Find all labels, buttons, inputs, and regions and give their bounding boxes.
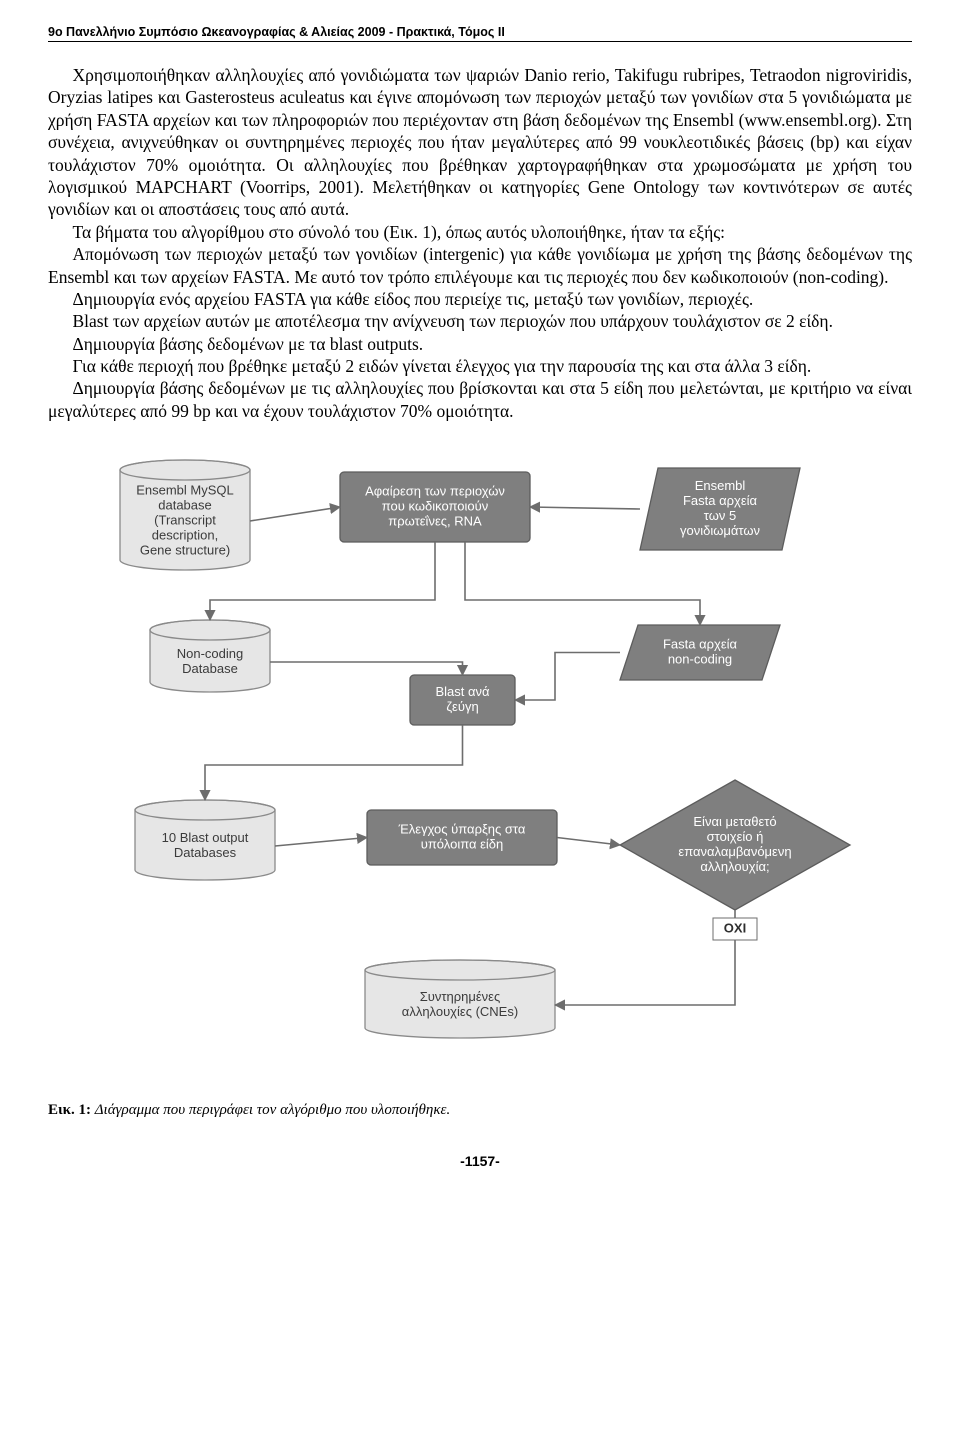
paragraph: Χρησιμοποιήθηκαν αλληλουχίες από γονιδιώ… [48, 64, 912, 221]
paragraph: Για κάθε περιοχή που βρέθηκε μεταξύ 2 ει… [48, 355, 912, 377]
svg-text:των 5: των 5 [704, 508, 736, 523]
paragraph: Τα βήματα του αλγορίθμου στο σύνολό του … [48, 221, 912, 243]
figure-caption-text: Διάγραμμα που περιγράφει τον αλγόριθμο π… [95, 1102, 450, 1118]
figure-flowchart: Ensembl MySQLdatabase(Transcriptdescript… [48, 450, 912, 1090]
svg-text:OXI: OXI [724, 921, 746, 936]
svg-text:Databases: Databases [174, 845, 237, 860]
page-number: -1157- [48, 1153, 912, 1169]
paragraph: Blast των αρχείων αυτών με αποτέλεσμα τη… [48, 310, 912, 332]
svg-text:επαναλαμβανόμενη: επαναλαμβανόμενη [678, 844, 791, 859]
svg-text:Gene structure): Gene structure) [140, 543, 230, 558]
svg-text:αλληλουχία;: αλληλουχία; [700, 859, 769, 874]
figure-caption: Εικ. 1: Διάγραμμα που περιγράφει τον αλγ… [48, 1102, 912, 1119]
svg-text:ζεύγη: ζεύγη [446, 699, 478, 714]
svg-text:database: database [158, 498, 212, 513]
svg-text:στοιχείο ή: στοιχείο ή [707, 829, 764, 844]
svg-text:Blast ανά: Blast ανά [435, 684, 490, 699]
figure-caption-label: Εικ. 1: [48, 1102, 91, 1118]
svg-text:Έλεγχος ύπαρξης στα: Έλεγχος ύπαρξης στα [398, 822, 526, 837]
svg-text:(Transcript: (Transcript [154, 513, 216, 528]
paragraph: Απομόνωση των περιοχών μεταξύ των γονιδί… [48, 243, 912, 288]
svg-text:Συντηρημένες: Συντηρημένες [420, 989, 500, 1004]
svg-text:αλληλουχίες (CNEs): αλληλουχίες (CNEs) [402, 1004, 518, 1019]
svg-text:Ensembl: Ensembl [695, 478, 746, 493]
svg-text:Fasta αρχεία: Fasta αρχεία [683, 493, 758, 508]
paragraph: Δημιουργία βάσης δεδομένων με τις αλληλο… [48, 377, 912, 422]
svg-text:υπόλοιπα είδη: υπόλοιπα είδη [421, 837, 504, 852]
svg-text:πρωτεΐνες, RNA: πρωτεΐνες, RNA [388, 514, 482, 529]
svg-text:Ensembl MySQL: Ensembl MySQL [136, 483, 234, 498]
svg-text:που κωδικοποιούν: που κωδικοποιούν [382, 499, 488, 514]
svg-text:Αφαίρεση των περιοχών: Αφαίρεση των περιοχών [365, 484, 505, 499]
svg-text:10 Blast output: 10 Blast output [162, 830, 249, 845]
paragraph: Δημιουργία βάσης δεδομένων με τα blast o… [48, 333, 912, 355]
paragraph: Δημιουργία ενός αρχείου FASTA για κάθε ε… [48, 288, 912, 310]
svg-text:Είναι μεταθετό: Είναι μεταθετό [693, 814, 776, 829]
running-header: 9ο Πανελλήνιο Συμπόσιο Ωκεανογραφίας & Α… [48, 25, 912, 42]
svg-text:non-coding: non-coding [668, 652, 732, 667]
svg-text:Database: Database [182, 661, 238, 676]
svg-text:Non-coding: Non-coding [177, 646, 244, 661]
svg-text:Fasta αρχεία: Fasta αρχεία [663, 637, 738, 652]
body-text-block: Χρησιμοποιήθηκαν αλληλουχίες από γονιδιώ… [48, 64, 912, 422]
svg-text:γονιδιωμάτων: γονιδιωμάτων [680, 523, 760, 538]
svg-text:description,: description, [152, 528, 218, 543]
